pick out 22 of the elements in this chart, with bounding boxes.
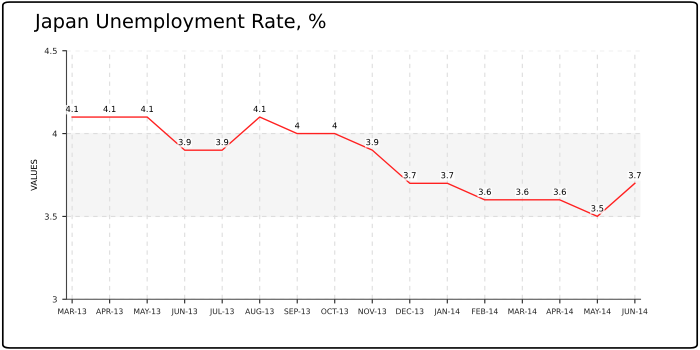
data-label: 3.7 — [441, 172, 454, 178]
data-label: 4.1 — [66, 106, 78, 112]
data-label: 3.9 — [216, 138, 228, 146]
y-axis-title: VALUES — [30, 160, 38, 191]
data-label: 4 — [332, 122, 337, 129]
data-label: 3.9 — [366, 138, 378, 146]
data-label: 4.1 — [140, 106, 154, 112]
y-tick-label: 4 — [52, 130, 58, 137]
data-label: 3.6 — [478, 188, 491, 195]
data-label: 4.1 — [103, 106, 116, 112]
data-label: 3.6 — [554, 188, 566, 195]
y-tick-label: 3 — [52, 296, 57, 303]
data-label: 4.1 — [253, 106, 266, 112]
y-tick-label: 3.5 — [44, 213, 57, 220]
data-label: 3.6 — [516, 188, 528, 195]
data-label: 3.5 — [591, 205, 604, 212]
data-label: 3.7 — [628, 172, 641, 178]
chart-title: Japan Unemployment Rate, % — [34, 13, 326, 32]
data-label: 4 — [294, 122, 300, 129]
data-label: 3.9 — [178, 138, 191, 146]
y-tick-label: 4.5 — [44, 48, 57, 54]
data-label: 3.7 — [404, 172, 416, 178]
